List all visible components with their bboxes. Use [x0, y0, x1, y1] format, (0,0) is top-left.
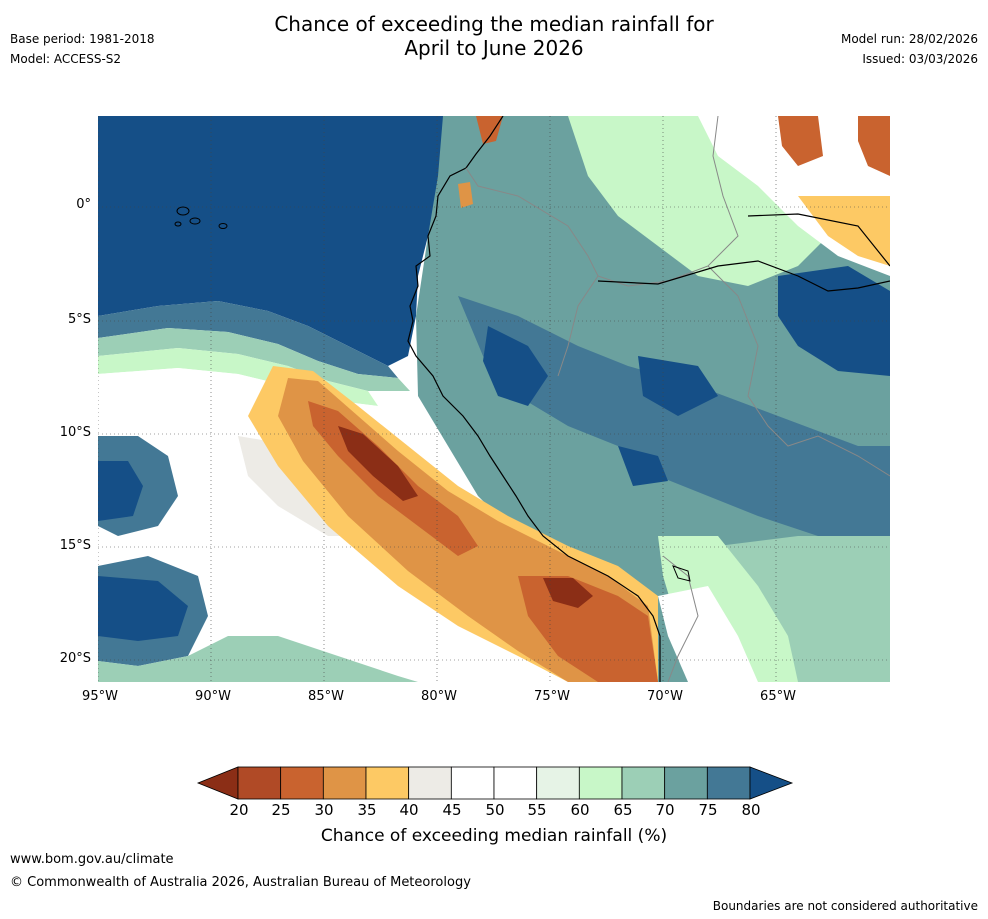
region-green-se	[718, 536, 890, 682]
title-line-1: Chance of exceeding the median rainfall …	[274, 12, 714, 36]
cb-tick-30: 30	[314, 801, 334, 819]
lat-label-20s: 20°S	[59, 651, 91, 666]
lon-label-75w: 75°W	[534, 689, 570, 704]
meta-right: Model run: 28/02/2026 Issued: 03/03/2026	[841, 32, 978, 72]
region-brown-ne-2	[858, 116, 890, 176]
cb-tick-75: 75	[698, 801, 718, 819]
cb-tick-20: 20	[229, 801, 249, 819]
coastline	[407, 116, 661, 682]
lat-label-0: 0°	[76, 197, 91, 212]
region-green-band-north	[98, 328, 410, 391]
lon-label-80w: 80°W	[421, 689, 457, 704]
region-dark-blue-west-1	[98, 461, 143, 521]
base-period: Base period: 1981-2018	[10, 32, 155, 46]
cb-tick-60: 60	[570, 801, 590, 819]
colorbar-arrow-low	[196, 766, 239, 800]
colorbar-swatch	[664, 766, 708, 800]
colorbar-swatch	[536, 766, 580, 800]
cb-tick-55: 55	[527, 801, 547, 819]
colorbar-swatch	[237, 766, 282, 800]
colorbar-swatch	[408, 766, 452, 800]
lon-label-90w: 90°W	[195, 689, 231, 704]
region-dark-blue-center-3	[618, 446, 668, 486]
model-run: Model run: 28/02/2026	[840, 32, 978, 46]
cb-tick-40: 40	[399, 801, 419, 819]
graticule	[98, 116, 890, 682]
colorbar-swatch	[578, 766, 623, 800]
lat-label-10s: 10°S	[59, 425, 91, 440]
region-dark-blue-center-2	[638, 356, 718, 416]
region-orange-north-spot	[458, 182, 473, 208]
meta-left: Base period: 1981-2018 Model: ACCESS-S2	[10, 32, 155, 72]
colorbar-label: Chance of exceeding median rainfall (%)	[320, 826, 668, 846]
lon-label-65w: 65°W	[760, 689, 796, 704]
colorbar	[196, 766, 794, 800]
lake-titicaca	[672, 565, 691, 582]
region-dark-blue-north	[98, 116, 448, 366]
river-lines	[597, 213, 890, 292]
region-dark-blue-west-2	[98, 576, 188, 641]
cb-tick-35: 35	[357, 801, 377, 819]
colorbar-swatch	[450, 766, 495, 800]
colorbar-swatch	[322, 766, 367, 800]
rainfall-probability-map	[98, 116, 890, 682]
region-brown-north-coast	[476, 116, 503, 144]
region-dark-brown-core-1	[338, 426, 418, 501]
region-teal-band-north	[98, 301, 398, 378]
cb-tick-80: 80	[741, 801, 761, 819]
map-title: Chance of exceeding the median rainfall …	[0, 12, 988, 60]
lon-label-70w: 70°W	[647, 689, 683, 704]
lon-label-95w: 95°W	[82, 689, 118, 704]
lat-label-5s: 5°S	[67, 312, 91, 327]
region-orange-ne	[798, 196, 890, 266]
footer-url[interactable]: www.bom.gov.au/climate	[10, 852, 174, 867]
cb-tick-65: 65	[613, 801, 633, 819]
colorbar-swatch	[621, 766, 666, 800]
footer-copyright: © Commonwealth of Australia 2026, Austra…	[10, 875, 471, 890]
region-dark-blue-center	[483, 326, 548, 406]
region-white-se	[658, 586, 758, 682]
colorbar-arrow-high	[749, 766, 794, 800]
colorbar-swatch	[280, 766, 324, 800]
colorbar-swatch	[365, 766, 410, 800]
colorbar-swatch	[706, 766, 751, 800]
footer-note: Boundaries are not considered authoritat…	[712, 899, 978, 913]
cb-tick-45: 45	[442, 801, 462, 819]
colorbar-swatch	[493, 766, 538, 800]
region-green-sw	[98, 636, 418, 682]
region-brown-tongue-south	[518, 576, 658, 682]
region-brown-ne-1	[778, 116, 823, 166]
issued-date: Issued: 03/03/2026	[862, 52, 978, 66]
lat-label-15s: 15°S	[59, 538, 91, 553]
country-boundaries	[465, 116, 890, 682]
region-blue-center	[458, 296, 890, 536]
model-name: Model: ACCESS-S2	[10, 52, 122, 66]
lon-label-85w: 85°W	[308, 689, 344, 704]
region-dark-brown-core-2	[543, 578, 593, 608]
cb-tick-25: 25	[271, 801, 291, 819]
galapagos-islands	[174, 206, 228, 229]
cb-tick-70: 70	[655, 801, 675, 819]
title-line-2: April to June 2026	[404, 36, 584, 60]
cb-tick-50: 50	[485, 801, 505, 819]
